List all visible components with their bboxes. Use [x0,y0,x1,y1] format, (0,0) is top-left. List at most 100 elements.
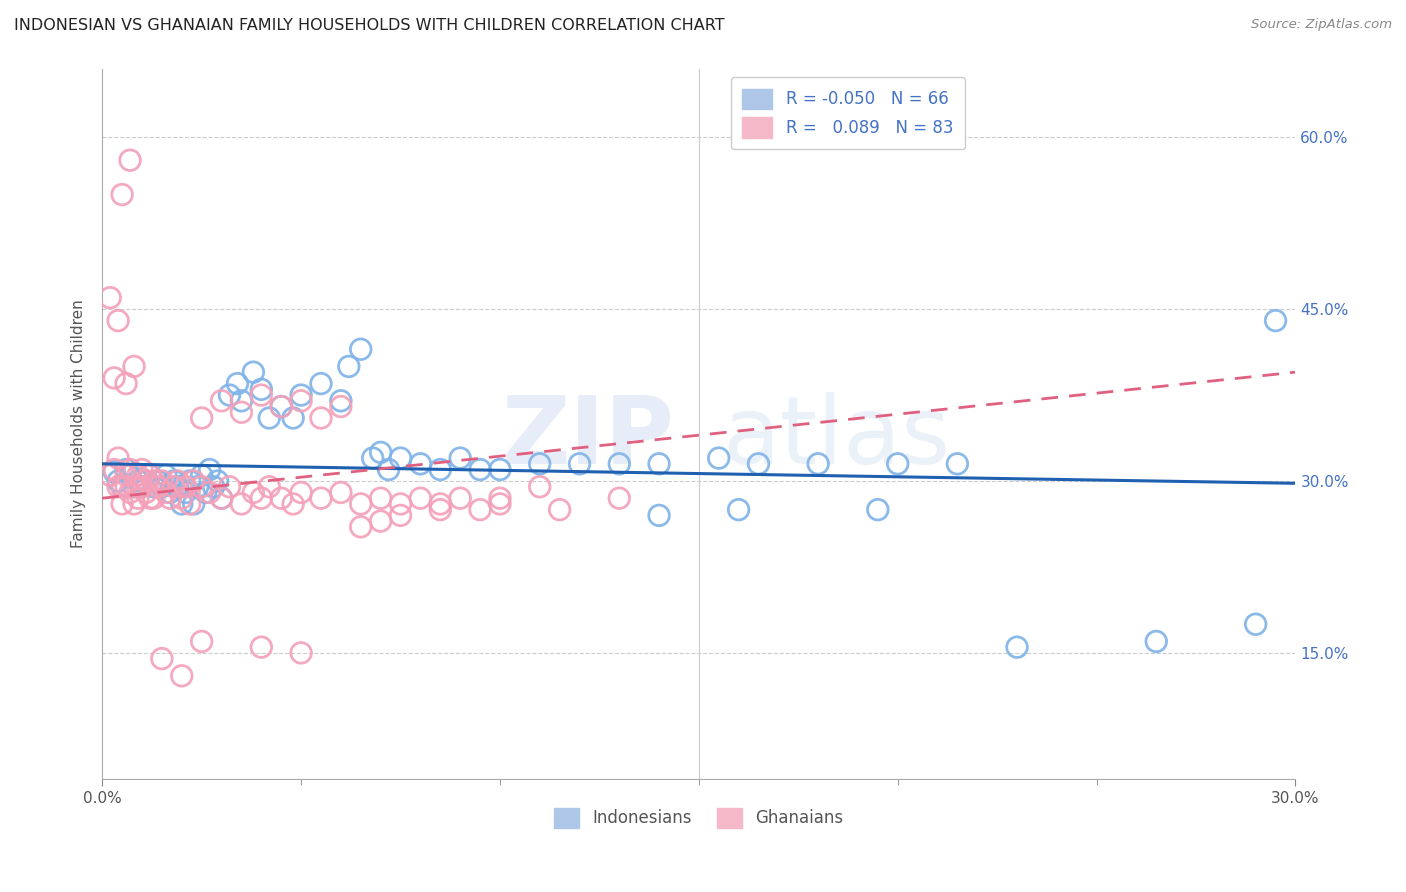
Point [142,480,165,494]
Point [107,474,129,488]
Point [122,359,145,374]
Point [270,400,292,414]
Point [190,411,212,425]
Point [111,187,134,202]
Point [231,497,253,511]
Point [170,497,193,511]
Point [429,497,451,511]
Point [337,359,360,374]
Point [131,480,153,494]
Point [329,485,352,500]
Point [135,474,157,488]
Point [107,480,129,494]
Point [489,491,512,506]
Point [166,474,188,488]
Point [707,451,730,466]
Point [118,468,141,483]
Point [568,457,591,471]
Point [194,485,217,500]
Point [449,451,471,466]
Point [409,457,432,471]
Point [242,485,264,500]
Point [250,491,273,506]
Point [429,502,451,516]
Point [218,480,240,494]
Point [468,462,491,476]
Point [290,388,312,402]
Point [131,480,153,494]
Point [270,400,292,414]
Point [389,451,412,466]
Point [174,485,197,500]
Point [468,502,491,516]
Point [231,393,253,408]
Point [211,491,233,506]
Point [174,480,197,494]
Point [150,474,173,488]
Point [409,491,432,506]
Point [250,640,273,655]
Point [886,457,908,471]
Point [207,474,229,488]
Y-axis label: Family Households with Children: Family Households with Children [72,300,86,548]
Point [142,491,165,506]
Point [607,457,630,471]
Point [309,411,332,425]
Point [807,457,830,471]
Point [370,514,392,528]
Point [163,480,186,494]
Text: ZIP: ZIP [502,392,675,484]
Text: INDONESIAN VS GHANAIAN FAMILY HOUSEHOLDS WITH CHILDREN CORRELATION CHART: INDONESIAN VS GHANAIAN FAMILY HOUSEHOLDS… [14,18,724,33]
Point [218,388,240,402]
Point [259,411,281,425]
Point [350,497,373,511]
Point [150,480,173,494]
Point [139,468,162,483]
Point [118,153,141,168]
Point [107,313,129,327]
Point [250,388,273,402]
Point [350,343,373,357]
Point [202,480,225,494]
Point [98,291,121,305]
Point [370,445,392,459]
Point [290,393,312,408]
Point [122,497,145,511]
Point [122,480,145,494]
Point [309,491,332,506]
Point [329,393,352,408]
Text: Source: ZipAtlas.com: Source: ZipAtlas.com [1251,18,1392,31]
Point [115,462,138,476]
Point [429,462,451,476]
Point [198,485,221,500]
Point [107,451,129,466]
Point [118,485,141,500]
Point [135,474,157,488]
Point [183,474,205,488]
Point [103,371,125,385]
Point [361,451,384,466]
Point [146,480,169,494]
Point [111,480,134,494]
Point [127,474,149,488]
Point [111,497,134,511]
Point [529,457,551,471]
Point [103,465,125,479]
Point [548,502,571,516]
Point [103,462,125,476]
Point [170,669,193,683]
Point [309,376,332,391]
Point [211,393,233,408]
Point [155,468,177,483]
Point [211,491,233,506]
Point [146,474,169,488]
Point [281,411,304,425]
Point [115,376,138,391]
Point [163,474,186,488]
Point [142,474,165,488]
Point [187,480,209,494]
Point [122,480,145,494]
Point [127,468,149,483]
Point [1005,640,1028,655]
Point [290,485,312,500]
